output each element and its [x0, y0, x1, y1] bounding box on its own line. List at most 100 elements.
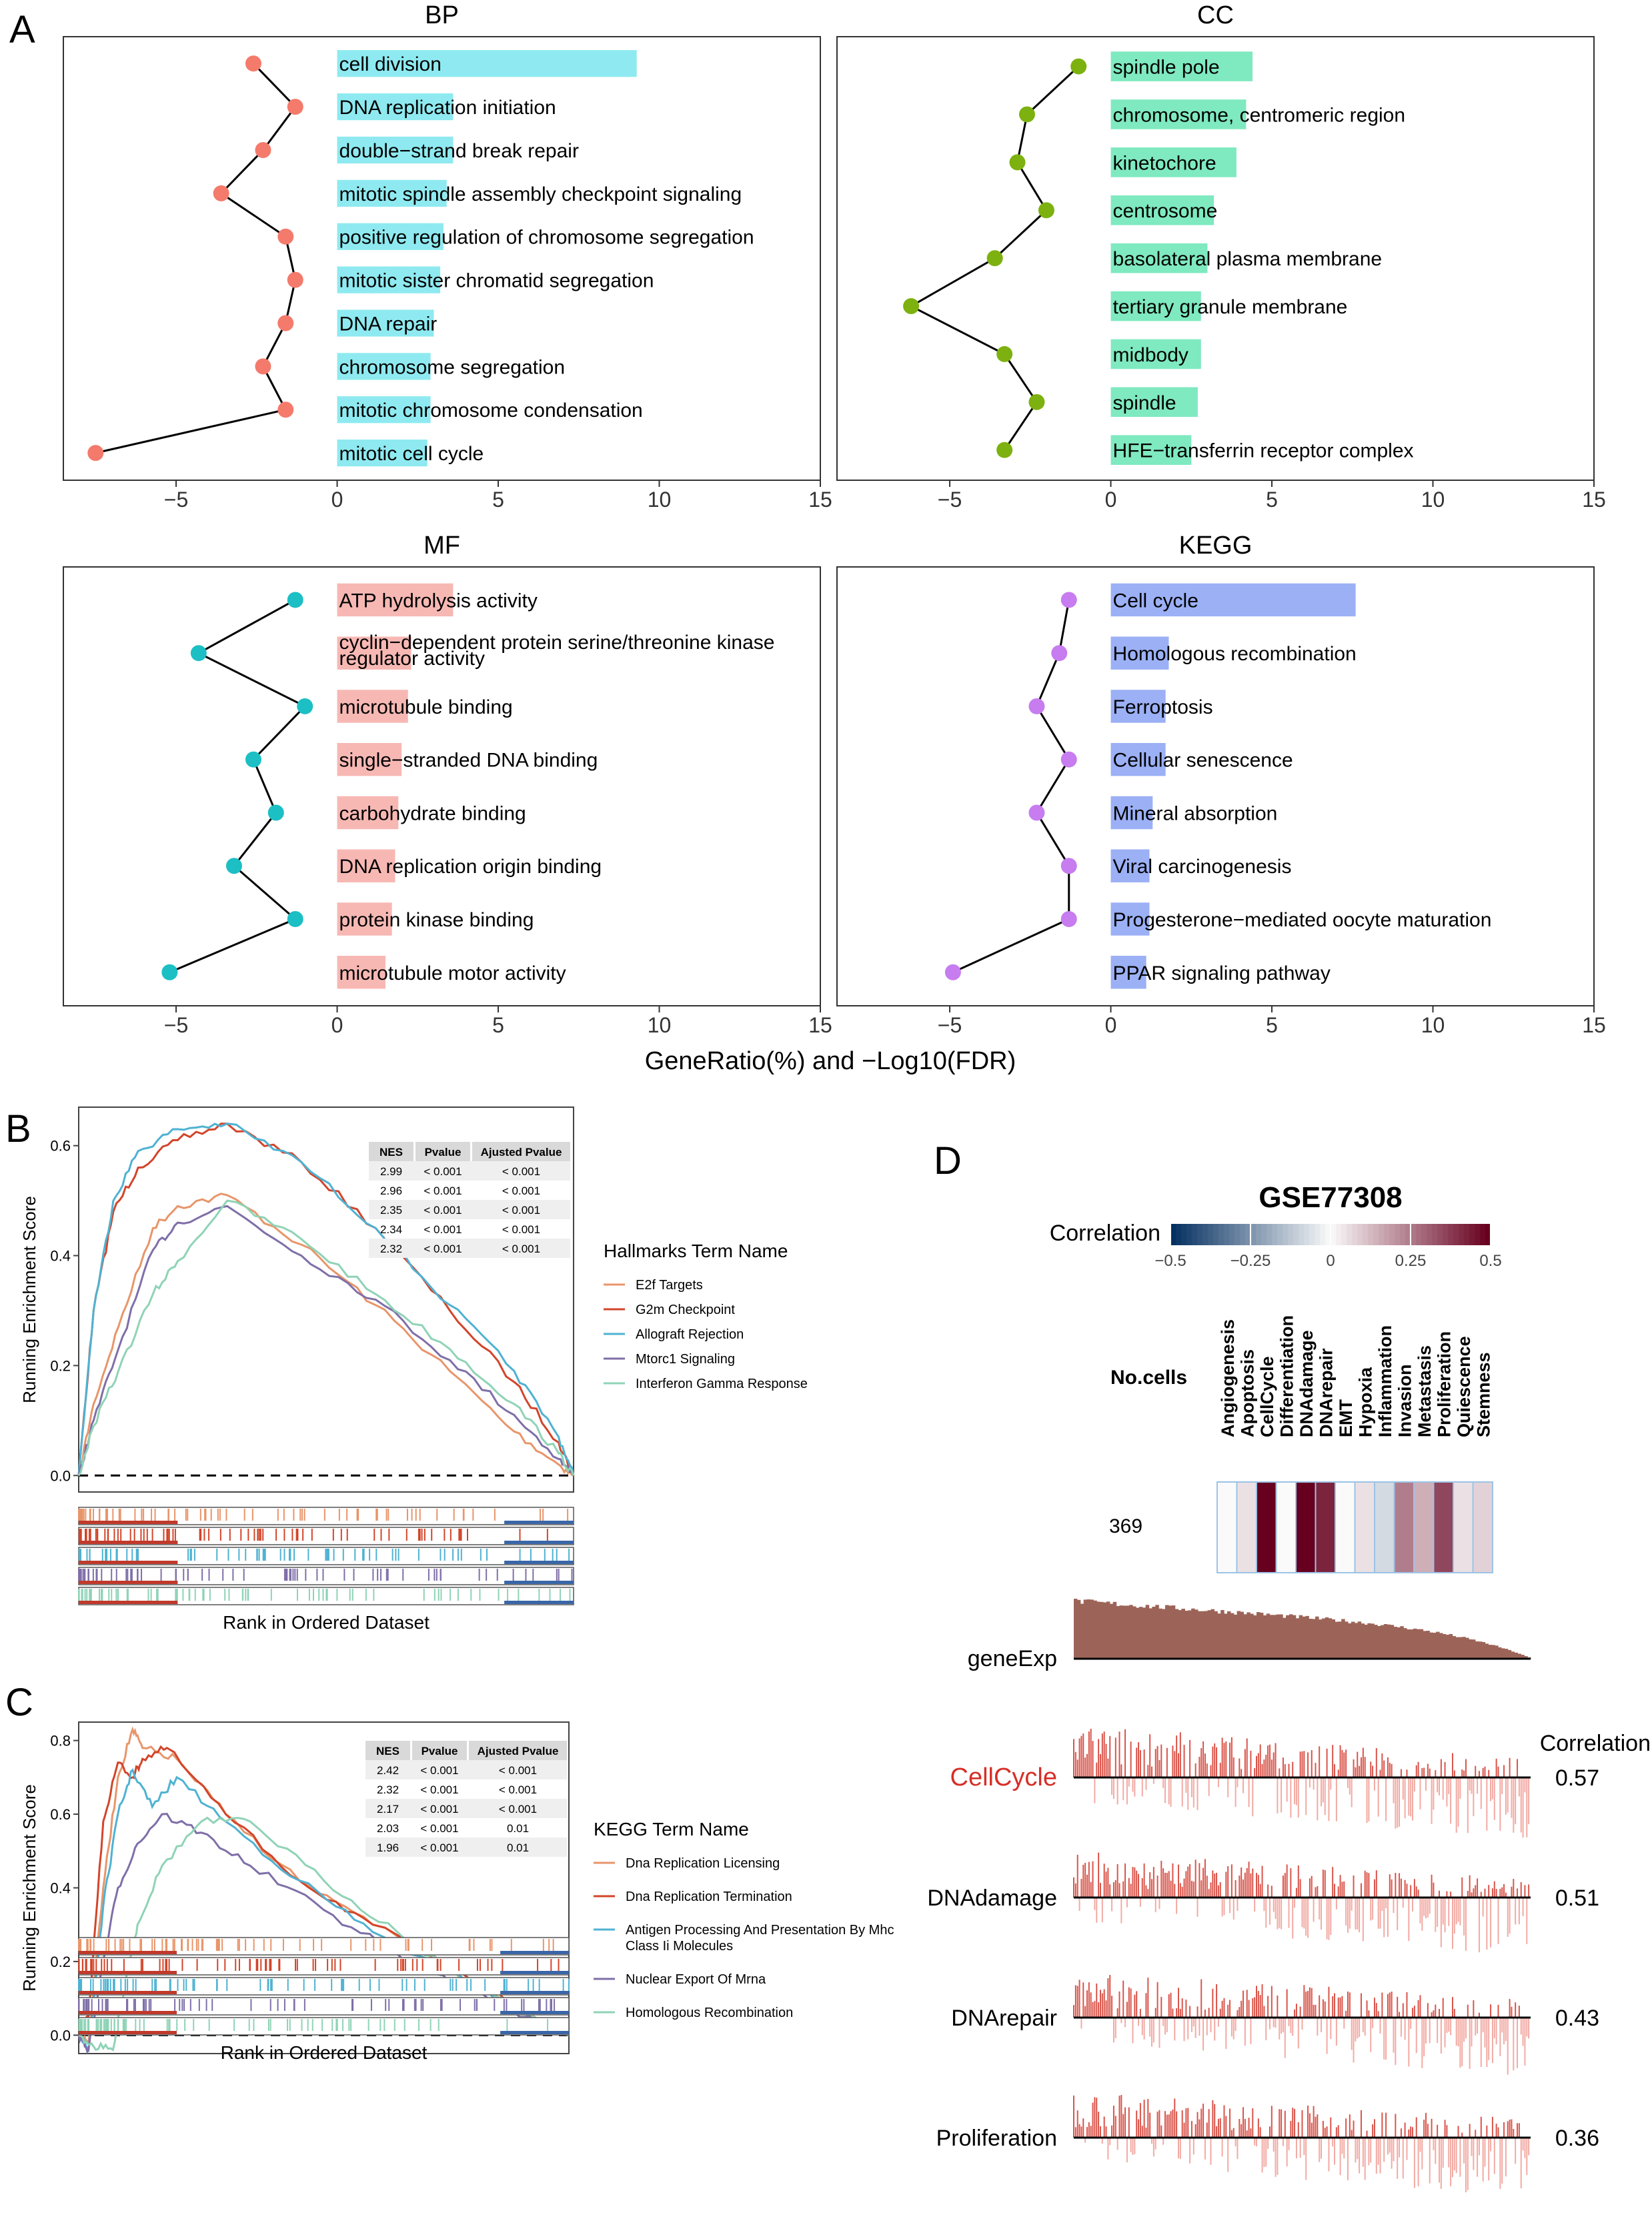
geneexp-bar [1312, 1619, 1316, 1659]
colorbar-segment [1218, 1224, 1224, 1245]
colorbar-segment [1437, 1224, 1443, 1245]
term-label: ATP hydrolysis activity [339, 590, 538, 612]
legend-label: Mtorc1 Signaling [636, 1352, 735, 1367]
legend-title: Hallmarks Term Name [604, 1241, 788, 1261]
geneexp-bar [1397, 1627, 1401, 1659]
geneexp-bar [1135, 1607, 1140, 1659]
colorbar-segment [1309, 1224, 1315, 1245]
geneexp-bar [1380, 1625, 1385, 1659]
fdr-point [1018, 106, 1035, 123]
term-label: single−stranded DNA binding [339, 750, 598, 772]
table-row-bg [369, 1200, 570, 1219]
colorbar-segment [1192, 1224, 1198, 1245]
fdr-point [225, 858, 242, 874]
geneexp-bar [1357, 1621, 1362, 1659]
generatio-bar [337, 849, 395, 882]
panel-d-cancersea: GSE77308 Correlation −0.5 −0.25 0 0.25 0.5 No.c… [927, 1181, 1651, 2193]
colorbar-segment [1341, 1224, 1347, 1245]
barcode-head [79, 1581, 178, 1584]
colorbar-segment [1240, 1224, 1246, 1245]
geneexp-bar [1445, 1635, 1450, 1659]
x-tick-label: 0 [1105, 1013, 1117, 1037]
barcode-head [79, 1541, 178, 1544]
fdr-point [996, 345, 1013, 362]
geneexp-bar [1413, 1628, 1417, 1659]
colorbar-segment [1181, 1224, 1187, 1245]
heatmap-cell [1433, 1481, 1454, 1573]
geneexp-bar [1371, 1623, 1375, 1659]
state-label: Proliferation [1434, 1331, 1454, 1437]
colorbar-segment [1363, 1224, 1369, 1245]
geneexp-bar [1302, 1616, 1306, 1659]
state-label: Invasion [1395, 1364, 1415, 1437]
geneexp-bar [1148, 1608, 1153, 1659]
plot-frame [836, 36, 1595, 481]
colorbar-segment [1416, 1224, 1422, 1245]
enrichment-plot-kegg: KEGG Cell cycle Homologous recombination Fe… [836, 532, 1606, 1037]
barcode-head [79, 1951, 177, 1954]
barcode-tail [504, 1521, 574, 1524]
geneexp-bar [1321, 1618, 1326, 1659]
colorbar-tick-label: 0.5 [1479, 1252, 1501, 1270]
geneexp-bar [1100, 1601, 1104, 1659]
term-label: spindle pole [1113, 57, 1220, 79]
geneexp-bar [1426, 1631, 1430, 1659]
geneexp-bar [1325, 1617, 1329, 1659]
term-label-line: regulator activity [339, 648, 485, 670]
geneexp-bar [1243, 1614, 1247, 1659]
table-header-cell [365, 1741, 410, 1760]
x-tick-label: 0 [331, 488, 343, 512]
generatio-bar [1110, 636, 1169, 670]
term-label: Mineral absorption [1113, 802, 1278, 824]
geneexp-bar [1449, 1633, 1453, 1659]
geneexp-bar [1491, 1645, 1495, 1659]
geneexp-bar [1442, 1633, 1447, 1659]
geneexp-bar [1481, 1641, 1486, 1659]
table-row-bg [369, 1161, 570, 1181]
generatio-bar [337, 796, 399, 830]
panel-c-gsea-kegg: 0.0 0.2 0.4 0.6 0.8 Running Enrichment Score N… [19, 1721, 894, 2063]
fdr-point [245, 55, 261, 72]
track-correlation: 0.57 [1555, 1765, 1599, 1791]
term-label: chromosome, centromeric region [1113, 104, 1406, 126]
panel-label-a: A [9, 8, 35, 51]
plot-frame [63, 566, 821, 1006]
term-label-line: cyclin−dependent protein serine/threonin… [339, 632, 775, 654]
plot-title: BP [425, 1, 459, 29]
barcode-head [79, 2011, 177, 2014]
colorbar-tick-label: −0.25 [1230, 1252, 1271, 1270]
table-cell: < 0.001 [502, 1243, 540, 1255]
fdr-point [255, 141, 271, 158]
geneexp-bar [1423, 1631, 1427, 1659]
geneexp-bar [1257, 1612, 1261, 1659]
correlation-header: Correlation [1540, 1731, 1651, 1756]
fdr-point [1060, 751, 1077, 768]
barcode-tail [500, 1991, 569, 1994]
geneexp-bar [1511, 1651, 1515, 1659]
colorbar-segment [1347, 1224, 1353, 1245]
generatio-bar [1110, 583, 1356, 617]
generatio-bar [1110, 387, 1198, 418]
geneexp-bar [1452, 1636, 1457, 1659]
geneexp-bar [1345, 1621, 1349, 1659]
geneexp-bar [1348, 1623, 1352, 1659]
table-cell: 2.96 [380, 1185, 402, 1197]
term-label: kinetochore [1113, 152, 1216, 174]
geneexp-bar [1171, 1605, 1176, 1659]
colorbar-segment [1400, 1224, 1406, 1245]
geneexp-bar [1142, 1607, 1146, 1659]
geneexp-bar [1155, 1605, 1159, 1659]
geneexp-bar [1393, 1627, 1397, 1659]
fdr-point [1070, 58, 1087, 75]
y-axis-label: Running Enrichment Score [19, 1196, 39, 1403]
generatio-bar [337, 353, 431, 380]
geneexp-bar [1517, 1653, 1521, 1659]
legend-label: Dna Replication Termination [626, 1890, 792, 1904]
barcode-head [79, 1561, 178, 1564]
geneexp-bar [1191, 1608, 1195, 1659]
table-cell: < 0.001 [420, 1783, 458, 1796]
term-label: DNA repair [339, 313, 438, 335]
geneexp-bar [1459, 1637, 1463, 1659]
geneexp-bar [1514, 1652, 1519, 1659]
panel-a-enrichment: BP cell division DNA replication initiatio… [63, 1, 1606, 1037]
